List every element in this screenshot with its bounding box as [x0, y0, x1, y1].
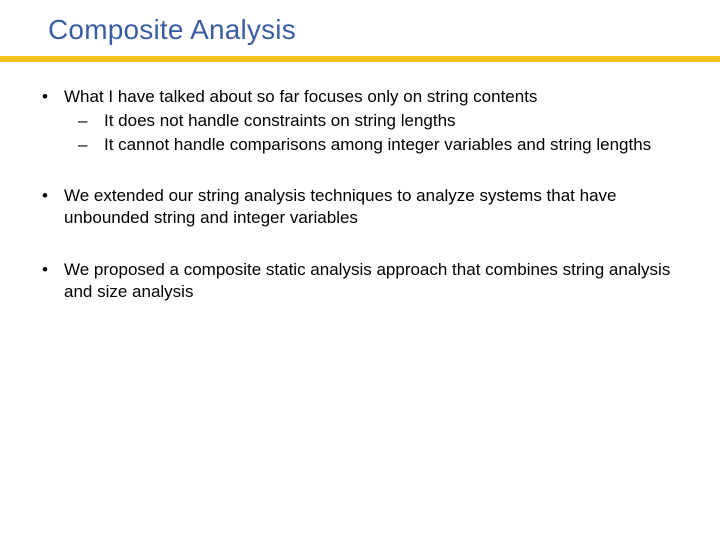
bullet-marker: • [36, 185, 64, 229]
sub-bullet-text: It cannot handle comparisons among integ… [104, 134, 692, 156]
slide: Composite Analysis • What I have talked … [0, 0, 720, 540]
sub-bullet-marker: – [64, 110, 104, 132]
bullet-text: We proposed a composite static analysis … [64, 259, 692, 303]
bullet-item: • We extended our string analysis techni… [36, 185, 692, 229]
slide-body: • What I have talked about so far focuse… [36, 86, 692, 332]
bullet-marker: • [36, 259, 64, 303]
bullet-item: • We proposed a composite static analysi… [36, 259, 692, 303]
sub-bullet-item: – It does not handle constraints on stri… [64, 110, 692, 132]
sub-bullet-item: – It cannot handle comparisons among int… [64, 134, 692, 156]
bullet-text: What I have talked about so far focuses … [64, 87, 537, 106]
sub-bullet-text: It does not handle constraints on string… [104, 110, 692, 132]
bullet-text: We extended our string analysis techniqu… [64, 185, 692, 229]
accent-line [0, 56, 720, 62]
slide-title: Composite Analysis [48, 14, 296, 46]
bullet-text-block: What I have talked about so far focuses … [64, 86, 692, 155]
bullet-marker: • [36, 86, 64, 155]
bullet-item: • What I have talked about so far focuse… [36, 86, 692, 155]
sub-bullet-marker: – [64, 134, 104, 156]
